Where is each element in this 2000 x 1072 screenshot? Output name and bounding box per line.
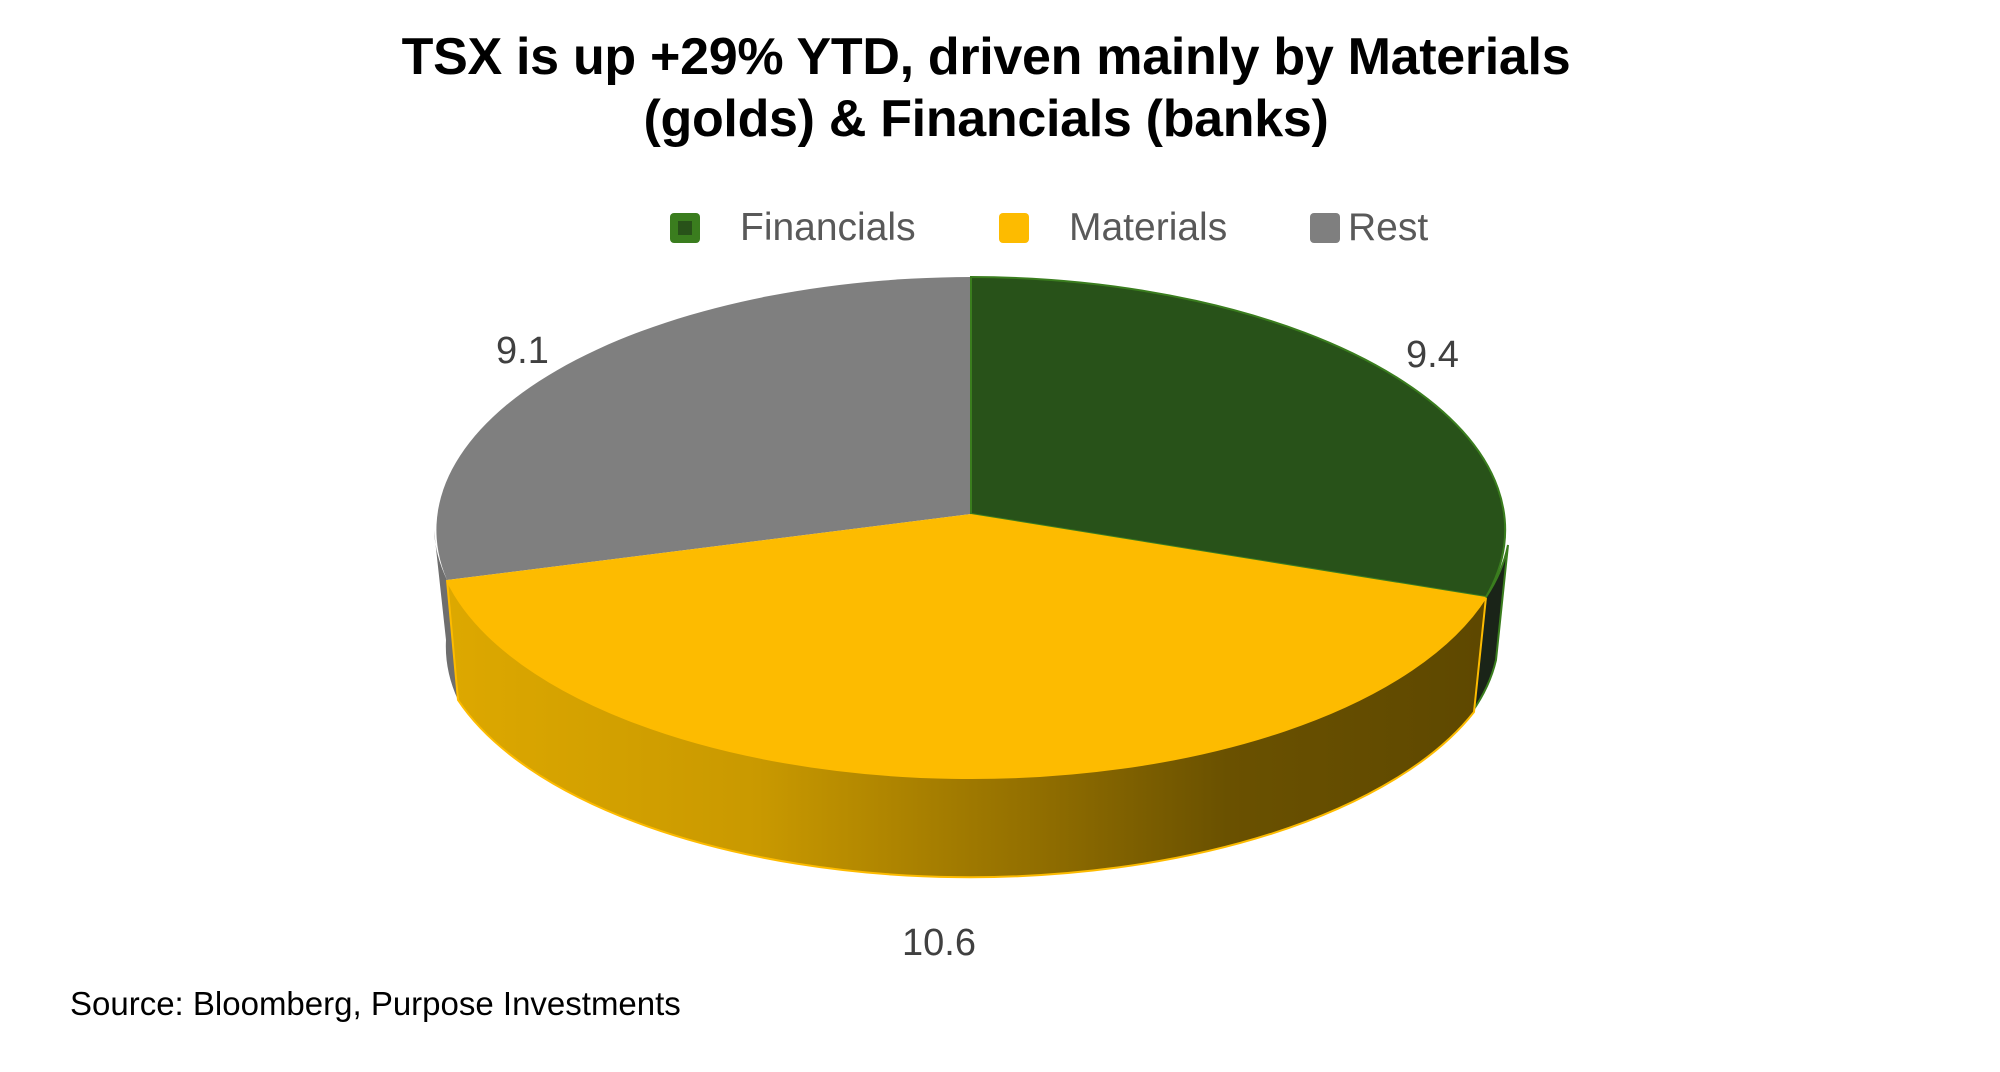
legend-item-financials: Financials (670, 206, 916, 250)
pie-side-rest (434, 530, 458, 700)
legend-swatch-rest (1310, 213, 1340, 243)
legend-label-financials: Financials (740, 206, 916, 249)
data-label-rest: 9.1 (496, 330, 549, 372)
legend-item-materials: Materials (999, 206, 1227, 250)
chart-title-line-1: TSX is up +29% YTD, driven mainly by Mat… (401, 28, 1571, 86)
source-note: Source: Bloomberg, Purpose Investments (70, 985, 681, 1022)
legend-swatch-financials (670, 213, 700, 243)
legend-label-rest: Rest (1348, 206, 1429, 249)
legend-swatch-materials (999, 213, 1029, 243)
pie-slice-materials (447, 514, 1486, 779)
legend-label-materials: Materials (1069, 206, 1228, 249)
pie-slice-financials (970, 275, 1507, 599)
chart-legend: Financials Materials Rest (0, 206, 2000, 250)
legend-item-rest: Rest (1310, 206, 1428, 250)
chart-title-line-2: (golds) & Financials (banks) (643, 90, 1329, 148)
data-label-financials: 9.4 (1406, 334, 1459, 376)
data-label-materials: 10.6 (902, 922, 976, 964)
chart-title: TSX is up +29% YTD, driven mainly by Mat… (0, 26, 1972, 150)
pie-slice-rest (436, 277, 971, 580)
